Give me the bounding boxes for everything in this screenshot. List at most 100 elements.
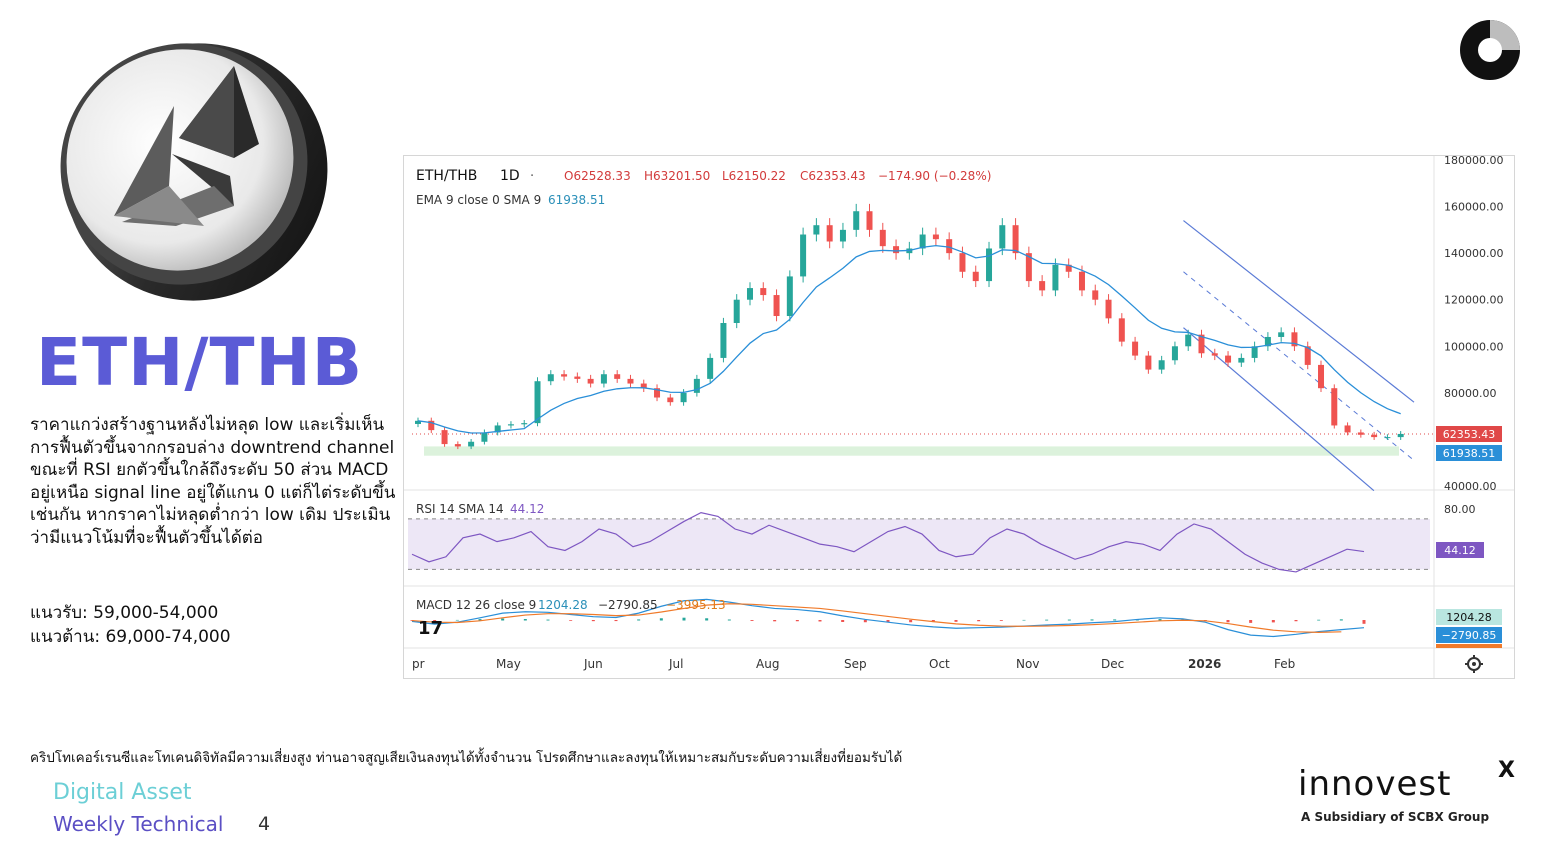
candle-body [893,246,900,254]
channel-lower-line [1183,327,1375,492]
candle-body [454,444,461,447]
candle-body [773,295,780,317]
candle-body [561,374,568,377]
candle-body [654,388,661,398]
time-tick-label: Nov [1016,657,1039,671]
macd-histogram-bar [1045,619,1049,621]
time-tick-label: 2026 [1188,657,1221,671]
macd-legend-label: MACD 12 26 close 9 [416,598,536,612]
price-tick-label: 40000.00 [1444,480,1497,493]
candle-body [1225,355,1232,363]
macd-histogram-bar [795,620,799,622]
price-tick-label: 100000.00 [1444,340,1504,353]
price-tick-label: 80000.00 [1444,387,1497,400]
time-tick-label: Aug [756,657,779,671]
candle-body [972,271,979,282]
rsi-layer [408,511,1430,573]
macd-histogram-bar [637,619,641,621]
rsi-band [408,518,1430,570]
macd-histogram-bar [1158,619,1162,621]
candle-body [534,381,541,424]
candle-body [1052,264,1059,291]
candle-body [760,288,767,296]
chart-interval: 1D [500,168,520,184]
price-chart[interactable]: 180000.00 160000.00 140000.00 120000.00 1000… [403,155,1515,679]
macd-histogram-bar [1067,619,1071,621]
price-axis-ticks: 180000.00 160000.00 140000.00 120000.00 1000… [1444,156,1504,493]
candle-body [959,253,966,272]
time-tick-label: Feb [1274,657,1295,671]
macd-histogram-bar [1294,620,1298,622]
candle-body [1171,346,1178,361]
macd-legend-macd: 1204.28 [538,598,588,612]
macd-histogram-bar [818,620,822,622]
candle-body [587,378,594,384]
candle-body [866,211,873,230]
candle-body [786,276,793,317]
macd-histogram-bar [659,618,663,621]
candle-body [468,441,475,447]
candle-body [627,378,634,384]
candle-body [919,234,926,249]
ema-layer [417,244,1401,434]
candle-body [1185,334,1192,347]
candle-body [1132,341,1139,356]
time-tick-label: Dec [1101,657,1124,671]
macd-histogram-bar [909,620,913,623]
macd-histogram-bar [1317,619,1321,621]
rsi-value-badge [1436,542,1484,558]
rsi-legend-label: RSI 14 SMA 14 [416,502,504,516]
settings-gear-icon[interactable] [1465,655,1483,673]
macd-histogram-bar [863,620,867,623]
candle-body [1118,318,1125,342]
candle-body [1238,357,1245,363]
candle-body [1397,433,1404,438]
channel-mid-line [1183,271,1415,461]
rsi-legend-value: 44.12 [510,502,544,516]
macd-histogram-bar [455,619,459,621]
candle-body [1012,225,1019,254]
macd-histogram-bar [931,620,935,623]
macd-histogram-bar [773,620,777,622]
candle-body [986,248,993,282]
ema-line [417,244,1401,434]
candle-body [1211,353,1218,356]
candle-body [1092,290,1099,300]
rsi-value-label: 44.12 [1444,544,1476,557]
macd-histogram-bar [841,620,845,622]
candle-body [932,234,939,240]
signal-value-badge [1436,627,1502,643]
chart-canvas[interactable]: 180000.00 160000.00 140000.00 120000.00 1000… [404,156,1514,678]
support-zone [424,446,1399,456]
price-tick-label: 120000.00 [1444,294,1504,307]
candle-body [521,423,528,425]
ethereum-coin-icon [60,43,328,301]
macd-histogram-bar [954,620,958,622]
candle-body [1065,264,1072,272]
ema-legend-label: EMA 9 close 0 SMA 9 [416,193,541,207]
time-tick-label: Sep [844,657,867,671]
candle-body [826,225,833,242]
analysis-description: ราคาแกว่งสร้างฐานหลังไม่หลุด low และเริ่… [30,415,396,548]
rsi-axis-tick: 80.00 [1444,503,1476,516]
candle-body [507,424,514,426]
candle-body [853,211,860,230]
macd-histogram-bar [750,620,754,621]
macd-value-label: 1204.28 [1446,611,1492,624]
candle-body [1251,346,1258,358]
candle-body [1357,432,1364,435]
macd-histogram-bar [591,620,595,622]
channel-upper-line [1183,220,1415,403]
footer-title: Digital Asset [53,780,192,805]
macd-histogram-bar [977,620,981,622]
candle-body [1291,332,1298,347]
ohlc-high: H63201.50 [644,169,710,183]
candle-body [720,323,727,358]
macd-value-badge [1436,609,1502,625]
macd-histogram-bar [433,620,437,622]
candle-body [1078,271,1085,291]
rsi-line [411,511,1365,573]
candle-body [999,225,1006,249]
support-zone-layer [412,433,1434,456]
macd-legend-signal: −2790.85 [598,598,658,612]
